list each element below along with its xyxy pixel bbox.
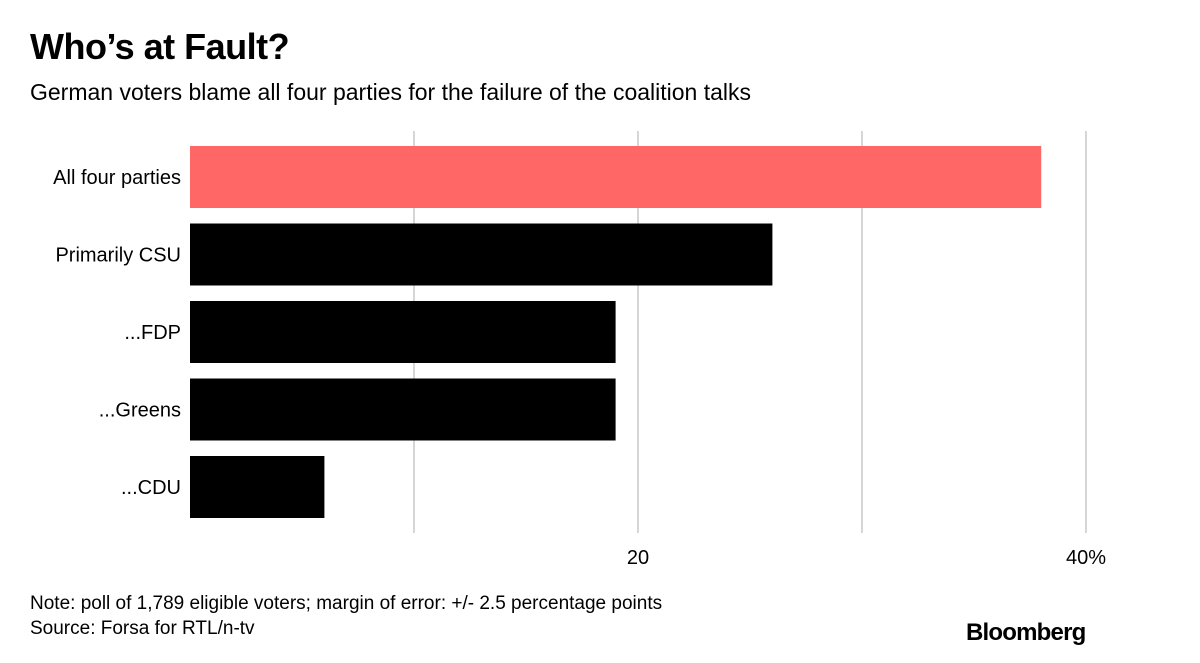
footnotes: Note: poll of 1,789 eligible voters; mar… xyxy=(30,591,662,641)
tick-label-1: 40% xyxy=(1066,547,1106,569)
source-text: Source: Forsa for RTL/n-tv xyxy=(30,618,255,639)
category-labels: All four parties Primarily CSU ...FDP ...Gr… xyxy=(53,167,181,499)
bar-1 xyxy=(190,223,773,286)
bar-0 xyxy=(190,146,1042,208)
tick-label-0: 20 xyxy=(627,547,649,569)
chart-subtitle: German voters blame all four parties for… xyxy=(30,79,752,105)
chart-title: Who’s at Fault? xyxy=(30,26,290,67)
bars xyxy=(190,146,1042,518)
bar-4 xyxy=(190,456,325,518)
category-label-0: All four parties xyxy=(53,167,181,189)
category-label-3: ...Greens xyxy=(99,400,181,422)
bar-3 xyxy=(190,378,616,441)
bloomberg-logo: Bloomberg xyxy=(966,619,1086,646)
category-label-1: Primarily CSU xyxy=(55,245,181,267)
bar-2 xyxy=(190,301,616,363)
note-text: Note: poll of 1,789 eligible voters; mar… xyxy=(30,593,663,614)
category-label-2: ...FDP xyxy=(124,322,181,344)
x-axis-tick-labels: 20 40% xyxy=(627,547,1106,569)
category-label-4: ...CDU xyxy=(121,477,181,499)
